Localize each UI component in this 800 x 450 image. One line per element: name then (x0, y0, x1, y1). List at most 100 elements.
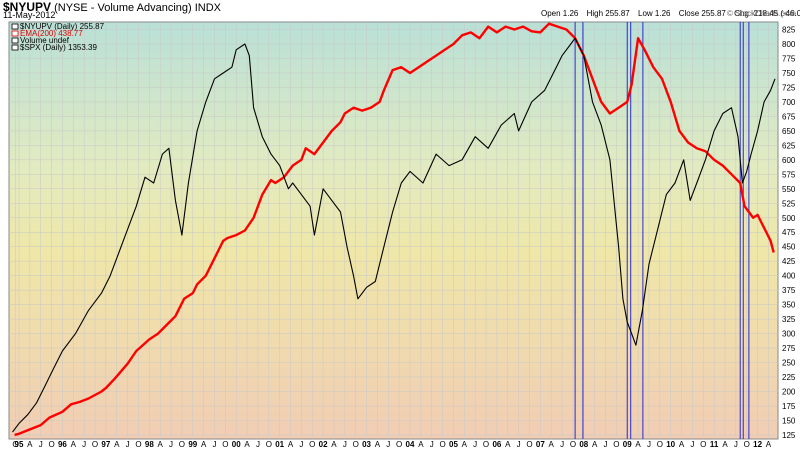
x-tick-label: A (549, 440, 555, 449)
x-tick-label: J (39, 440, 43, 449)
y-tick-label: 750 (782, 69, 796, 78)
y-tick-label: 150 (782, 416, 796, 425)
x-tick-label: J (256, 440, 260, 449)
legend-swatch (12, 45, 18, 50)
legend-entry: $SPX (Daily) 1353.39 (20, 43, 97, 52)
x-tick-label: A (288, 440, 294, 449)
x-tick-label: 03 (362, 440, 371, 449)
y-tick-label: 775 (782, 54, 796, 63)
x-tick-label: 98 (145, 440, 154, 449)
y-tick-label: 525 (782, 199, 796, 208)
x-tick-label: J (690, 440, 694, 449)
y-tick-label: 475 (782, 228, 796, 237)
x-tick-label: 96 (58, 440, 67, 449)
x-tick-label: 09 (623, 440, 632, 449)
x-tick-label: A (375, 440, 381, 449)
y-axis: 125 150 175 200 225 250 275 300 325 350 375 400 425 4… (782, 26, 796, 440)
y-tick-label: 375 (782, 286, 796, 295)
x-tick-label: 00 (232, 440, 241, 449)
x-tick-label: J (126, 440, 130, 449)
y-tick-label: 700 (782, 98, 796, 107)
x-tick-label: A (158, 440, 164, 449)
x-tick-label: A (331, 440, 337, 449)
x-axis: O95AJO96AJO97AJO98AJO99AJO00AJO01AJO02AJ… (12, 440, 771, 449)
x-tick-label: O (570, 440, 576, 449)
x-tick-label: 01 (275, 440, 284, 449)
y-tick-label: 600 (782, 156, 796, 165)
y-tick-label: 400 (782, 272, 796, 281)
x-tick-label: A (418, 440, 424, 449)
y-tick-label: 725 (782, 83, 796, 92)
x-tick-label: A (592, 440, 598, 449)
y-tick-label: 450 (782, 243, 796, 252)
y-tick-label: 300 (782, 330, 796, 339)
y-tick-label: 550 (782, 185, 796, 194)
x-tick-label: O (526, 440, 532, 449)
x-tick-label: 10 (666, 440, 675, 449)
x-tick-label: O (353, 440, 359, 449)
x-tick-label: J (299, 440, 303, 449)
x-tick-label: O (222, 440, 228, 449)
y-tick-label: 675 (782, 112, 796, 121)
x-tick-label: J (82, 440, 86, 449)
x-tick-label: A (722, 440, 728, 449)
x-tick-label: 07 (536, 440, 545, 449)
y-tick-label: 225 (782, 373, 796, 382)
y-tick-label: 650 (782, 127, 796, 136)
x-tick-label: J (560, 440, 564, 449)
x-tick-label: 97 (101, 440, 110, 449)
y-tick-label: 350 (782, 301, 796, 310)
x-tick-label: 12 (753, 440, 762, 449)
y-tick-label: 325 (782, 315, 796, 324)
x-tick-label: J (734, 440, 738, 449)
x-tick-label: A (679, 440, 685, 449)
x-tick-label: J (647, 440, 651, 449)
x-tick-label: A (244, 440, 250, 449)
x-tick-label: O (48, 440, 54, 449)
x-tick-label: O (439, 440, 445, 449)
x-tick-label: 05 (449, 440, 458, 449)
x-tick-label: O (613, 440, 619, 449)
x-tick-label: J (517, 440, 521, 449)
x-tick-label: O (309, 440, 315, 449)
y-tick-label: 125 (782, 431, 796, 440)
x-tick-label: O (483, 440, 489, 449)
y-tick-label: 275 (782, 344, 796, 353)
x-tick-label: A (201, 440, 207, 449)
x-tick-label: 06 (492, 440, 501, 449)
x-tick-label: A (766, 440, 772, 449)
x-tick-label: O (266, 440, 272, 449)
x-tick-label: J (169, 440, 173, 449)
x-tick-label: A (114, 440, 120, 449)
y-tick-label: 575 (782, 170, 796, 179)
y-tick-label: 500 (782, 214, 796, 223)
x-tick-label: O (135, 440, 141, 449)
x-tick-label: A (462, 440, 468, 449)
x-tick-label: J (604, 440, 608, 449)
x-tick-label: O (396, 440, 402, 449)
x-tick-label: J (430, 440, 434, 449)
x-tick-label: O (700, 440, 706, 449)
x-tick-label: A (635, 440, 641, 449)
plot-background (9, 22, 778, 439)
y-tick-label: 200 (782, 388, 796, 397)
x-tick-label: 04 (406, 440, 415, 449)
y-tick-label: 825 (782, 26, 796, 35)
legend-swatch (12, 31, 18, 36)
x-tick-label: A (27, 440, 33, 449)
x-tick-label: A (505, 440, 511, 449)
y-tick-label: 425 (782, 257, 796, 266)
x-tick-label: J (473, 440, 477, 449)
y-tick-label: 800 (782, 40, 796, 49)
legend-swatch (12, 24, 18, 29)
y-tick-label: 625 (782, 141, 796, 150)
x-tick-label: J (343, 440, 347, 449)
x-tick-label: O (92, 440, 98, 449)
x-tick-label: 95 (15, 440, 24, 449)
y-tick-label: 175 (782, 402, 796, 411)
y-tick-label: 250 (782, 359, 796, 368)
x-tick-label: J (386, 440, 390, 449)
x-tick-label: O (744, 440, 750, 449)
x-tick-label: 02 (319, 440, 328, 449)
